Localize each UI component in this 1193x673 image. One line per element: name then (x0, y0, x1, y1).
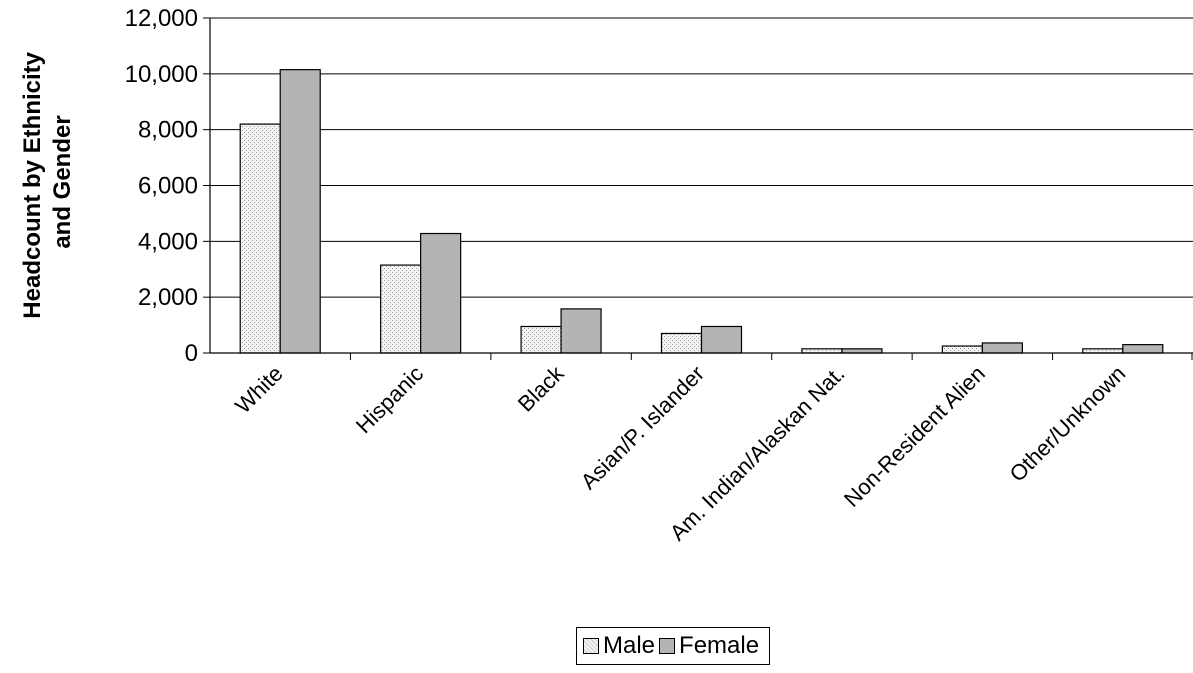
bar-female-5 (981, 342, 1023, 354)
legend-label-male: Male (603, 632, 656, 659)
bar-female-3 (700, 325, 743, 354)
bar-male-6 (1082, 348, 1124, 354)
bar-male-0 (239, 123, 281, 354)
y-tick-label: 10,000 (125, 61, 198, 88)
bar-female-0 (279, 69, 321, 354)
legend-swatch-female (659, 638, 676, 654)
legend-swatch-male (583, 638, 599, 654)
legend-item-female: Female (659, 632, 759, 660)
bar-male-5 (941, 345, 983, 354)
axes (203, 17, 1193, 360)
y-tick-label: 4,000 (138, 228, 198, 255)
category-label: White (230, 361, 287, 418)
y-axis-label-line-2: and Gender (49, 115, 76, 248)
bar-female-6 (1122, 344, 1164, 354)
y-tick-label: 8,000 (138, 117, 198, 144)
y-axis-label: Headcount by Ethnicity and Gender (19, 45, 76, 318)
y-tick-label: 12,000 (125, 5, 198, 32)
legend: Male Female (576, 627, 771, 665)
bar-male-4 (801, 348, 843, 354)
bar-male-2 (520, 325, 562, 354)
category-label: Black (513, 360, 569, 416)
legend-item-male: Male (583, 632, 655, 660)
bars (239, 69, 1164, 354)
bar-male-1 (380, 264, 422, 354)
y-tick-label: 0 (185, 340, 198, 367)
bar-female-2 (560, 308, 602, 354)
legend-label-female: Female (679, 632, 760, 659)
category-label: Non-Resident Alien (839, 361, 990, 512)
bar-female-1 (420, 232, 462, 354)
category-label: Hispanic (351, 361, 428, 438)
gridlines (210, 17, 1193, 298)
y-tick-labels: 0 2,000 4,000 6,000 8,000 10,000 12,000 (125, 5, 198, 367)
y-tick-label: 2,000 (138, 284, 198, 311)
bar-female-4 (841, 348, 883, 354)
y-tick-label: 6,000 (138, 173, 198, 200)
y-axis-label-line-1: Headcount by Ethnicity (19, 51, 46, 318)
category-label: Other/Unknown (1005, 361, 1131, 487)
category-label: Asian/P. Islander (576, 361, 709, 494)
bar-male-3 (660, 332, 703, 354)
